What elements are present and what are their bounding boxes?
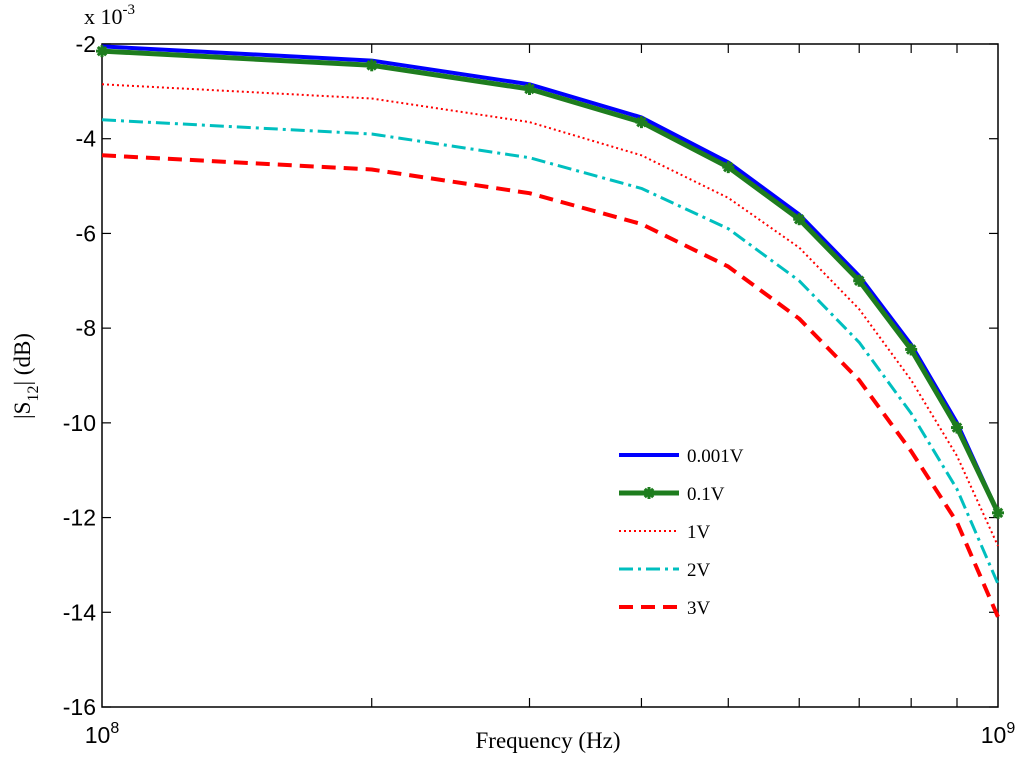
y-tick-label: -2 — [76, 31, 96, 57]
legend-label: 0.1V — [687, 484, 725, 505]
data-point-0.1V — [951, 421, 964, 434]
legend-label: 0.001V — [687, 446, 744, 467]
y-multiplier: x 10-3 — [84, 2, 135, 29]
legend-label: 3V — [687, 598, 711, 619]
series-line-3V — [101, 153, 1000, 618]
y-tick-label: -12 — [63, 505, 96, 531]
plot-area — [101, 43, 999, 708]
data-point-0.1V — [365, 59, 378, 72]
series-group — [96, 44, 1004, 618]
series-line-0.1V — [101, 48, 1001, 514]
y-tick-label: -10 — [63, 410, 96, 436]
legend-label: 2V — [687, 560, 711, 581]
data-point-0.1V — [905, 343, 918, 356]
x-axis-label: Frequency (Hz) — [476, 728, 621, 753]
legend-marker-0.1V — [643, 487, 655, 499]
data-point-0.1V — [793, 213, 806, 226]
data-point-0.1V — [722, 161, 735, 174]
x-tick-label: 108 — [85, 720, 120, 748]
y-tick-label: -14 — [63, 599, 96, 625]
y-tick-label: -8 — [76, 315, 96, 341]
y-tick-label: -6 — [76, 220, 96, 246]
x-tick-label: 109 — [981, 720, 1016, 748]
y-tick-label: -16 — [63, 694, 96, 720]
legend-label: 1V — [687, 522, 711, 543]
data-point-0.1V — [992, 506, 1004, 519]
data-point-0.1V — [635, 116, 648, 129]
data-point-0.1V — [96, 45, 108, 58]
series-line-1V — [101, 83, 999, 547]
y-tick-label: -4 — [76, 126, 97, 152]
data-point-0.1V — [853, 274, 866, 287]
series-line-2V — [101, 118, 1000, 585]
data-point-0.1V — [523, 82, 536, 95]
legend: 0.001V 0.1V 1V 2V 3V — [619, 446, 744, 619]
y-axis-label: |S12| (dB) — [10, 333, 42, 419]
